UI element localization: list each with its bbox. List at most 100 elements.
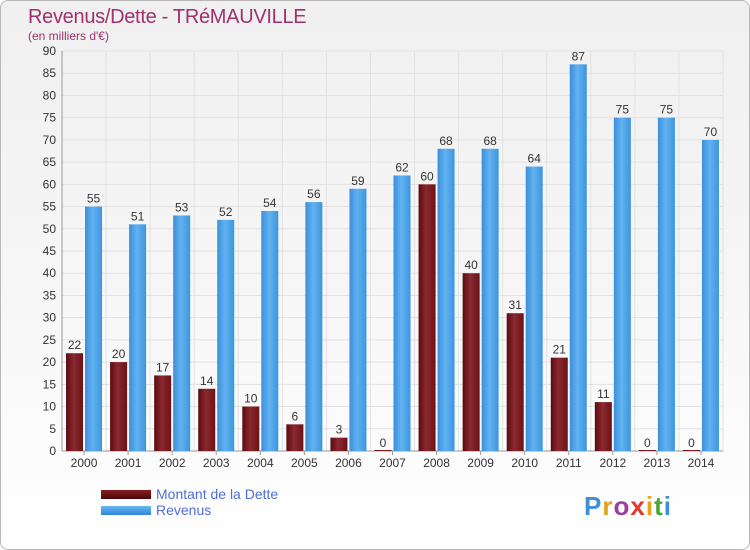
x-tick-label: 2008 <box>423 456 450 470</box>
bar-dette <box>242 406 260 451</box>
bar-revenus <box>85 206 103 451</box>
y-tick-label: 15 <box>43 377 57 391</box>
label-revenus: 56 <box>307 187 321 201</box>
label-dette: 3 <box>336 423 343 437</box>
x-tick-label: 2004 <box>247 456 274 470</box>
logo-letter: t <box>654 491 664 521</box>
bar-dette <box>374 450 392 451</box>
label-revenus: 75 <box>660 103 674 117</box>
bar-dette <box>638 450 656 451</box>
x-tick-label: 2001 <box>115 456 142 470</box>
y-tick-label: 40 <box>43 266 57 280</box>
label-revenus: 70 <box>704 125 718 139</box>
y-tick-label: 50 <box>43 222 57 236</box>
label-dette: 17 <box>156 360 170 374</box>
bar-revenus <box>613 117 631 452</box>
bar-dette <box>418 184 436 452</box>
label-revenus: 62 <box>395 160 409 174</box>
x-tick-label: 2010 <box>511 456 538 470</box>
bar-dette <box>198 388 216 451</box>
x-tick-label: 2007 <box>379 456 406 470</box>
label-revenus: 53 <box>175 200 189 214</box>
bar-dette <box>506 313 524 451</box>
logo-letter: x <box>630 491 646 521</box>
label-dette: 31 <box>509 298 523 312</box>
bar-revenus <box>393 175 411 451</box>
bar-dette <box>682 450 700 451</box>
label-dette: 14 <box>200 374 214 388</box>
label-dette: 11 <box>597 387 610 401</box>
label-dette: 0 <box>644 436 651 450</box>
bar-dette <box>550 357 568 451</box>
label-dette: 6 <box>292 409 299 423</box>
y-tick-label: 85 <box>43 66 57 80</box>
label-dette: 21 <box>553 343 567 357</box>
legend-label-revenus: Revenus <box>156 502 212 518</box>
x-tick-label: 2012 <box>599 456 626 470</box>
logo-letter: P <box>584 491 603 521</box>
label-dette: 0 <box>688 436 695 450</box>
label-dette: 60 <box>420 169 434 183</box>
label-revenus: 54 <box>263 196 277 210</box>
bar-revenus <box>349 188 367 451</box>
bar-revenus <box>701 139 719 451</box>
bar-revenus <box>437 148 455 451</box>
bar-revenus <box>305 202 323 451</box>
x-tick-label: 2005 <box>291 456 318 470</box>
bar-dette <box>154 375 172 451</box>
logo-letter: r <box>602 491 614 521</box>
bar-revenus <box>261 211 279 451</box>
bar-revenus <box>525 166 543 452</box>
bar-dette <box>286 424 304 451</box>
label-dette: 0 <box>380 436 387 450</box>
x-tick-label: 2014 <box>688 456 715 470</box>
y-tick-label: 75 <box>43 111 57 125</box>
label-revenus: 52 <box>219 205 233 219</box>
value-labels: 22 55 20 51 17 53 14 52 10 54 6 56 3 59 0 62 60 68 40 68 31 6… <box>68 49 718 450</box>
logo-letter: i <box>645 491 655 521</box>
label-revenus: 87 <box>572 49 586 63</box>
legend-label-dette: Montant de la Dette <box>156 486 279 502</box>
chart-subtitle: (en milliers d'€) <box>28 29 109 43</box>
logo-letter: o <box>613 491 631 521</box>
bar-dette <box>110 362 128 451</box>
label-revenus: 59 <box>351 174 365 188</box>
y-tick-label: 65 <box>43 155 57 169</box>
y-tick-label: 25 <box>43 333 57 347</box>
y-tick-label: 35 <box>43 288 57 302</box>
bar-dette <box>330 437 348 451</box>
bars <box>66 64 719 452</box>
x-tick-label: 2009 <box>467 456 494 470</box>
label-revenus: 55 <box>87 192 101 206</box>
bar-dette <box>594 402 612 451</box>
bar-revenus <box>217 219 235 451</box>
label-revenus: 75 <box>616 103 630 117</box>
label-revenus: 68 <box>483 134 497 148</box>
y-tick-label: 0 <box>49 444 56 458</box>
legend-swatch-dette <box>101 490 151 499</box>
x-tick-label: 2003 <box>203 456 230 470</box>
bar-dette <box>462 273 480 451</box>
label-revenus: 64 <box>528 152 542 166</box>
bar-dette <box>66 353 84 451</box>
proxiti-logo: Proxiti <box>584 491 672 522</box>
y-tick-label: 10 <box>43 400 57 414</box>
y-tick-label: 55 <box>43 200 57 214</box>
bar-revenus <box>173 215 191 451</box>
label-revenus: 51 <box>131 209 145 223</box>
y-tick-label: 5 <box>49 422 56 436</box>
label-revenus: 68 <box>439 134 453 148</box>
y-tick-label: 90 <box>43 44 57 58</box>
bar-revenus <box>481 148 499 451</box>
y-tick-label: 70 <box>43 133 57 147</box>
axes: 0510152025303540455055606570758085902000… <box>43 44 723 470</box>
label-dette: 22 <box>68 338 82 352</box>
x-tick-label: 2013 <box>644 456 671 470</box>
y-tick-label: 30 <box>43 311 57 325</box>
x-tick-label: 2002 <box>159 456 186 470</box>
x-tick-label: 2011 <box>556 456 582 470</box>
bar-revenus <box>569 64 587 452</box>
bar-revenus <box>129 224 147 451</box>
